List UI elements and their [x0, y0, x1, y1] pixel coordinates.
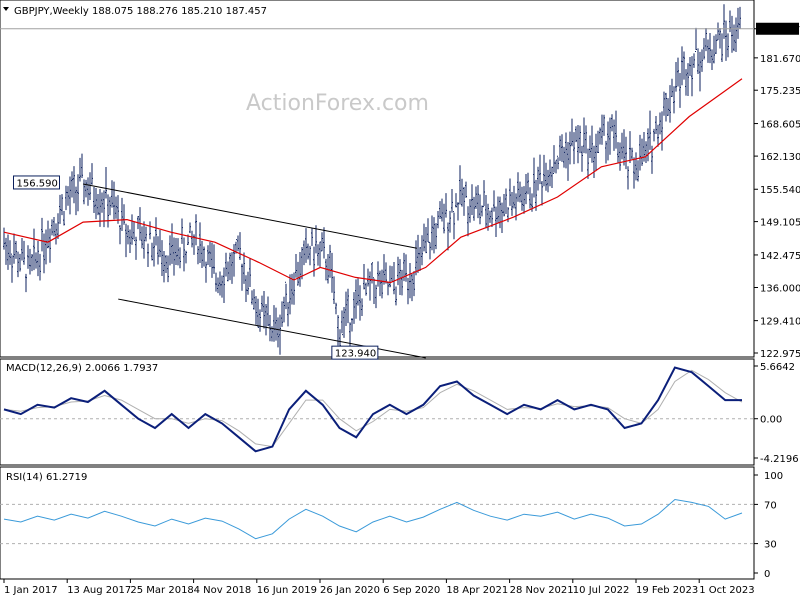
price-axis-label: 149.105	[760, 218, 800, 229]
ohlc-readout: 188.075 188.276 185.210 187.457	[92, 6, 267, 17]
price-axis-label: 162.130	[760, 152, 800, 163]
price-axis-label: 168.605	[760, 120, 800, 131]
x-axis-label: 1 Oct 2023	[699, 585, 754, 596]
current-price-box	[756, 22, 799, 35]
x-axis-label: 19 Feb 2023	[636, 585, 698, 596]
price-axis-label: 181.670	[760, 54, 800, 65]
annotation-box	[13, 175, 60, 190]
x-axis-label: 28 Nov 2021	[510, 585, 574, 596]
rsi-layer	[0, 498, 754, 545]
macd-axis-label: 0.00	[760, 415, 782, 426]
x-axis-label: 18 Apr 2021	[446, 585, 508, 596]
rsi-axis-label: 70	[764, 500, 777, 511]
price-axis-label: 136.000	[760, 284, 800, 295]
rsi-line	[3, 498, 743, 540]
macd-axis-label: -4.2196	[760, 454, 799, 465]
x-axis-label: 4 Nov 2018	[194, 585, 252, 596]
rsi-axis-label: 100	[764, 471, 783, 482]
x-axis-label: 10 Jul 2022	[573, 585, 630, 596]
price-axis-label: 155.540	[760, 185, 800, 196]
price-axis-label: 122.975	[760, 349, 800, 360]
x-axis-label: 16 Jun 2019	[257, 585, 317, 596]
rsi-panel	[0, 466, 755, 580]
rsi-axis-label: 0	[764, 569, 770, 580]
annotation-label: 156.590	[17, 178, 58, 189]
macd-layer	[0, 366, 754, 453]
symbol-triangle-icon	[3, 7, 9, 11]
price-axis-label: 175.235	[760, 86, 800, 97]
moving-average-line	[3, 78, 743, 284]
macd-line	[3, 366, 742, 453]
x-axis-label: 6 Sep 2020	[383, 585, 440, 596]
watermark: ActionForex.com	[246, 91, 429, 116]
chart-header: GBPJPY,Weekly 188.075 188.276 185.210 18…	[3, 6, 267, 17]
annotation-label: 123.940	[335, 349, 376, 360]
rsi-label: RSI(14) 61.2719	[6, 472, 87, 483]
symbol-label: GBPJPY,Weekly	[14, 6, 89, 17]
axis-layer: 122.975 129.410 136.000 142.475 149.105 155.5…	[3, 22, 800, 596]
price-panel	[0, 0, 755, 358]
x-axis-label: 13 Aug 2017	[67, 585, 131, 596]
macd-label: MACD(12,26,9) 2.0066 1.7937	[6, 363, 158, 374]
macd-signal-line	[3, 369, 743, 448]
x-axis-label: 25 Mar 2018	[130, 585, 193, 596]
channel-line-0	[82, 183, 418, 249]
price-axis-label: 129.410	[760, 317, 800, 328]
x-axis-label: 1 Jan 2017	[4, 585, 58, 596]
macd-axis-label: 5.6642	[760, 362, 795, 373]
x-axis-label: 26 Jan 2020	[320, 585, 380, 596]
rsi-axis-label: 30	[764, 540, 777, 551]
price-axis-label: 187.457	[759, 25, 800, 36]
price-axis-label: 142.475	[760, 251, 800, 262]
price-layer: 156.590 123.940	[0, 4, 754, 360]
annotation-box	[331, 345, 379, 360]
